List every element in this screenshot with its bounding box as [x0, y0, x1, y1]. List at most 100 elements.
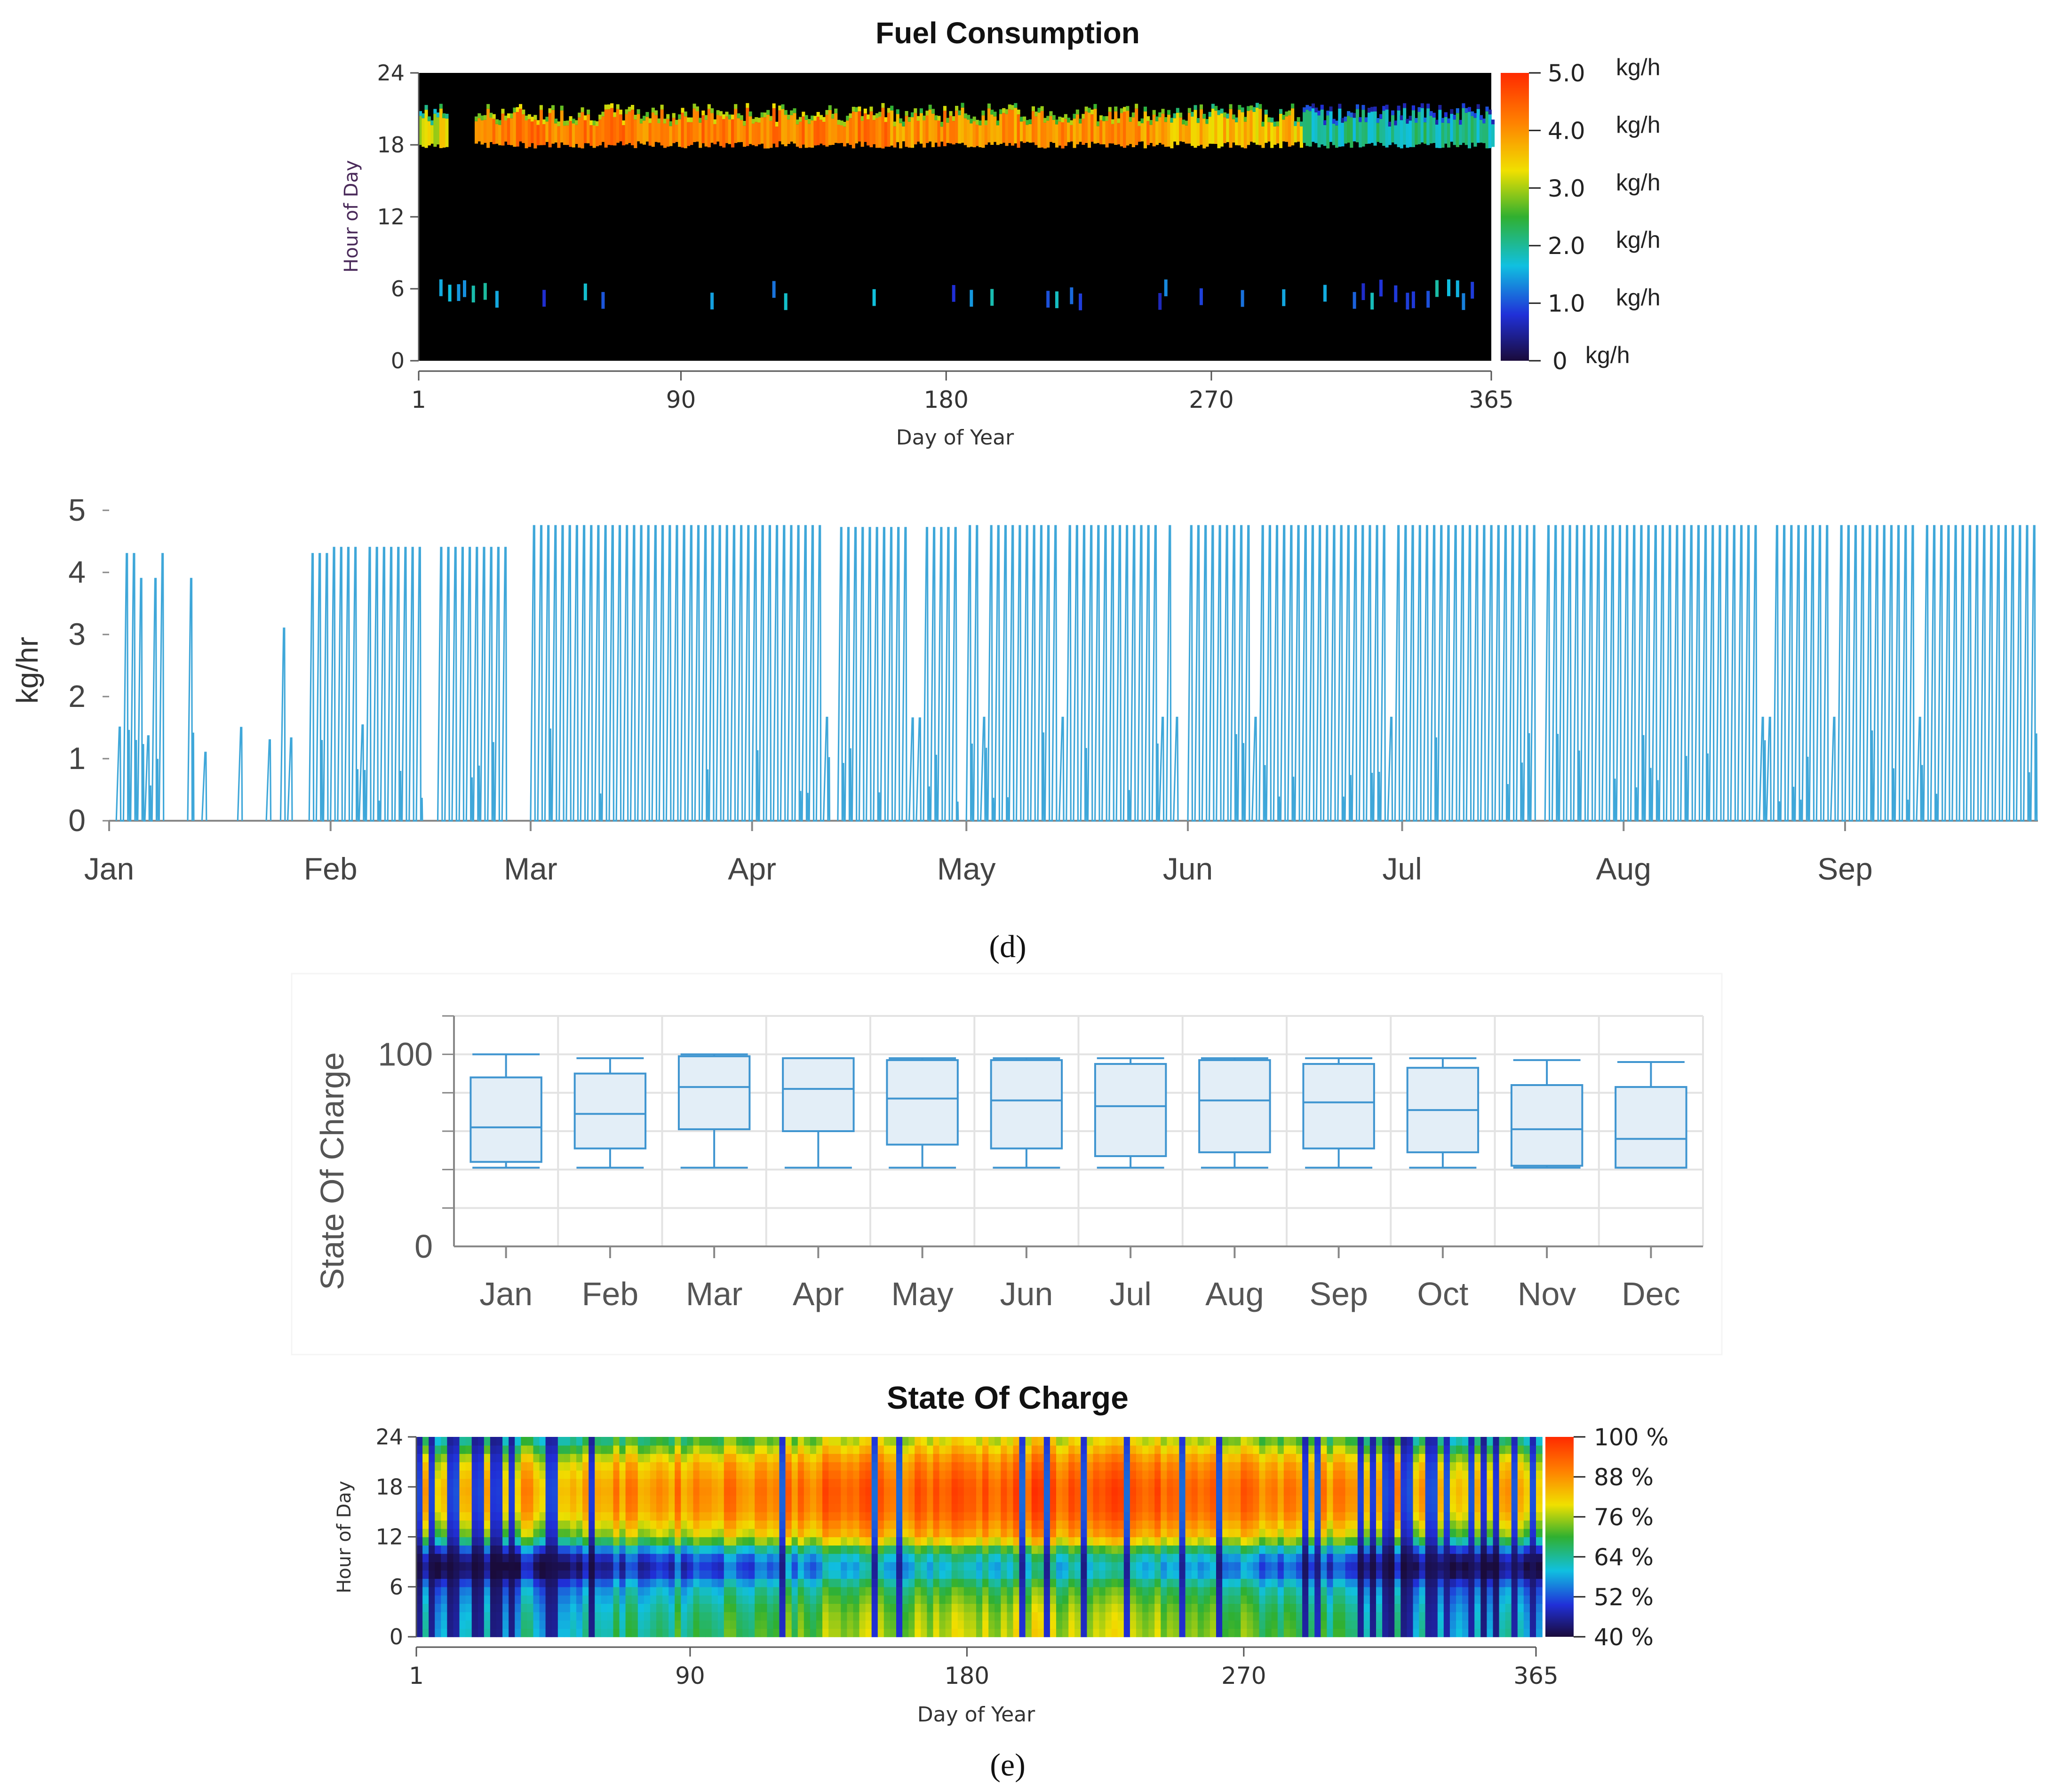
soc-cell: [995, 1562, 1001, 1571]
soc-cell: [835, 1487, 841, 1496]
soc-cell: [841, 1478, 848, 1487]
soc-cell: [877, 1512, 884, 1521]
soc-cell: [625, 1595, 632, 1604]
soc-cell: [957, 1537, 964, 1546]
soc-cell: [1425, 1470, 1432, 1479]
soc-cell: [1117, 1487, 1124, 1496]
fuel-cell: [1161, 113, 1165, 145]
soc-cell: [441, 1437, 448, 1446]
soc-cell: [1167, 1520, 1174, 1529]
soc-cell: [853, 1628, 860, 1637]
soc-cell: [1210, 1453, 1217, 1462]
soc-cell: [1025, 1462, 1032, 1471]
soc-cell: [693, 1578, 700, 1587]
soc-cell: [416, 1628, 423, 1637]
soc-cell: [865, 1487, 872, 1496]
soc-cell: [1136, 1570, 1143, 1579]
soc-cell: [453, 1495, 460, 1504]
soc-cell: [509, 1595, 515, 1604]
soc-cell: [545, 1553, 552, 1562]
fuel-cell: [1105, 116, 1109, 121]
soc-cell: [1247, 1445, 1254, 1454]
fuel-cell: [477, 113, 481, 119]
soc-cell: [1308, 1462, 1315, 1471]
soc-cell: [835, 1545, 841, 1554]
soc-cell: [1289, 1545, 1297, 1554]
soc-cell: [927, 1611, 934, 1621]
soc-cell: [509, 1478, 515, 1487]
soc-cell: [595, 1512, 601, 1521]
fuel-cell: [928, 104, 932, 110]
soc-cell: [970, 1570, 977, 1579]
fuel-cell: [1058, 117, 1062, 122]
soc-cell: [1376, 1570, 1383, 1579]
soc-cell: [1123, 1512, 1130, 1521]
soc-cell: [1099, 1537, 1106, 1546]
soc-cell: [847, 1545, 854, 1554]
fuel-colorbar-tick-label: 2.0: [1548, 232, 1585, 260]
soc-cell: [1197, 1512, 1204, 1521]
soc-cell: [1234, 1512, 1241, 1521]
soc-cell: [890, 1603, 897, 1612]
soc-cell: [477, 1586, 485, 1596]
soc-cell: [625, 1503, 632, 1513]
soc-cell: [730, 1470, 737, 1479]
fuel-cell: [887, 108, 891, 113]
soc-cell: [435, 1495, 441, 1504]
soc-cell: [896, 1620, 903, 1629]
soc-cell: [1431, 1495, 1438, 1504]
soc-cell: [631, 1470, 638, 1479]
soc-cell: [945, 1462, 952, 1471]
soc-cell: [1019, 1495, 1026, 1504]
soc-cell: [1001, 1611, 1008, 1621]
soc-cell: [1105, 1611, 1112, 1621]
soc-cell: [1419, 1620, 1426, 1629]
soc-cell: [1419, 1487, 1426, 1496]
soc-cell: [1234, 1620, 1241, 1629]
soc-cell: [871, 1437, 878, 1446]
soc-cell: [625, 1620, 632, 1629]
soc-cell: [1345, 1462, 1352, 1471]
soc-cell: [902, 1586, 909, 1596]
soc-cell: [515, 1562, 521, 1571]
soc-cell: [908, 1437, 915, 1446]
soc-cell: [459, 1478, 466, 1487]
soc-cell: [1185, 1487, 1192, 1496]
soc-cell: [1191, 1470, 1198, 1479]
soc-cell: [1185, 1570, 1192, 1579]
fuel-cell: [1359, 117, 1362, 122]
soc-cell: [1388, 1603, 1395, 1612]
fuel-cell: [507, 118, 510, 145]
soc-cell: [471, 1586, 478, 1596]
soc-cell: [1259, 1570, 1266, 1579]
soc-cell: [515, 1495, 521, 1504]
soc-cell: [1043, 1462, 1050, 1471]
fuel-cell: [704, 115, 708, 120]
soc-cell: [1333, 1595, 1340, 1604]
soc-cell: [736, 1528, 743, 1538]
soc-cell: [785, 1595, 792, 1604]
soc-cell: [1437, 1620, 1444, 1629]
soc-cell: [835, 1470, 841, 1479]
soc-cell: [724, 1537, 731, 1546]
fuel-cell: [1255, 107, 1259, 145]
soc-cell: [441, 1512, 448, 1521]
soc-cell: [477, 1462, 485, 1471]
fuel-cell: [587, 110, 590, 115]
fuel-cell: [1023, 116, 1026, 121]
soc-cell: [650, 1545, 657, 1554]
soc-cell: [982, 1520, 989, 1529]
soc-cell: [1191, 1512, 1198, 1521]
soc-cell: [1333, 1611, 1340, 1621]
soc-cell: [502, 1503, 509, 1513]
fuel-cell: [419, 111, 422, 116]
soc-cell: [1302, 1487, 1309, 1496]
soc-cell: [637, 1512, 645, 1521]
soc-cell: [1357, 1503, 1364, 1513]
soc-cell: [527, 1562, 534, 1571]
fuel-cell: [990, 110, 994, 115]
soc-cell: [1185, 1445, 1192, 1454]
fuel-cell: [1447, 118, 1451, 123]
soc-cell: [1167, 1562, 1174, 1571]
